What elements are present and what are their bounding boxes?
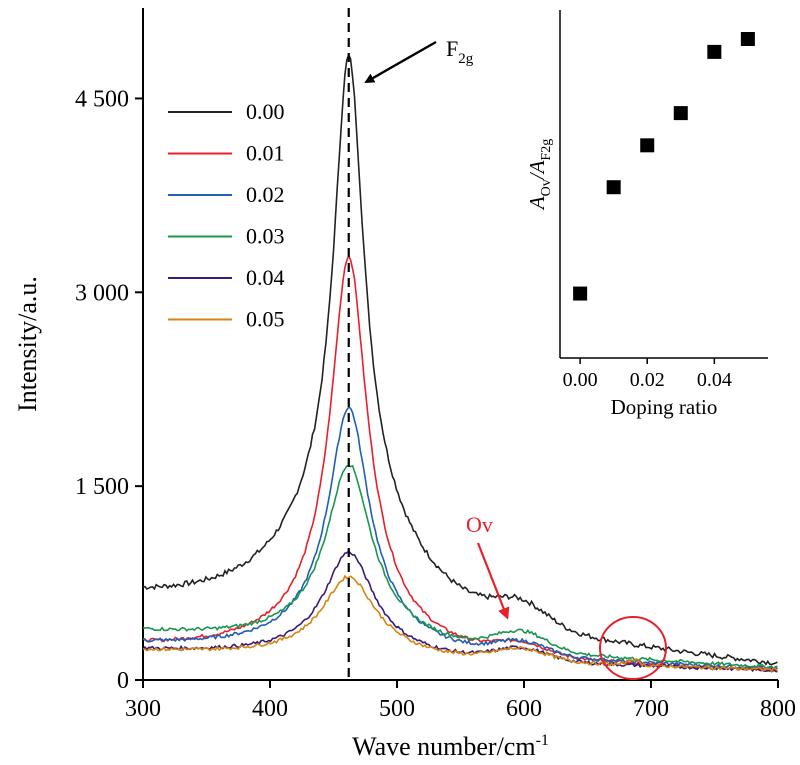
y-tick-label: 3 000 [75,280,129,306]
x-tick-label: 400 [252,696,288,722]
inset-x-tick-label: 0.00 [563,369,598,391]
inset-chart: 0.00 0.02 0.04 Doping ratio AOv/AF2g [525,6,782,419]
inset-point-1 [606,180,621,195]
inset-point-4 [707,44,722,59]
x-tick-label: 300 [125,696,161,722]
inset-y-title-sub1: Ov [539,179,554,196]
series-line-0.00 [142,52,778,666]
legend-label-0.02: 0.02 [246,182,285,207]
inset-y-title-a1: A [525,196,549,211]
inset-y-title-sub2: F2g [539,139,554,161]
y-tick-label: 0 [117,668,129,694]
series-line-0.03 [142,464,778,670]
series-line-0.05 [142,574,778,673]
y-tick-label: 1 500 [75,474,129,500]
f2g-arrow [364,40,437,84]
legend-label-0.03: 0.03 [246,224,285,249]
x-axis-title-sup: -1 [536,732,549,749]
legend-label-0.00: 0.00 [246,99,285,124]
series-line-0.02 [142,406,778,671]
x-tick-label: 600 [506,696,542,722]
legend-label-0.05: 0.05 [246,307,285,332]
x-axis-title: Wave number/cm-1 [352,732,549,761]
y-axis-title: Intensity/a.u. [13,276,42,412]
inset-x-tick-label: 0.04 [697,369,732,391]
inset-y-title-a2: /A [525,160,549,180]
inset-point-2 [640,138,655,153]
inset-background [556,6,782,362]
x-tick-label: 800 [760,696,796,722]
legend-label-0.04: 0.04 [246,265,285,290]
inset-point-0 [573,286,588,301]
f2g-label-sub: 2g [458,51,474,67]
inset-point-5 [740,32,755,46]
main-series [142,52,778,673]
legend: 0.00 0.01 0.02 0.03 0.04 0.05 [168,99,285,332]
y-tick-label: 4 500 [75,86,129,112]
f2g-label: F2g [446,36,474,67]
inset-x-title: Doping ratio [611,395,718,419]
x-tick-label: 700 [633,696,669,722]
ov-arrow [476,542,510,620]
legend-label-0.01: 0.01 [246,141,285,166]
main-axes: 300 400 500 600 700 800 0 1 500 3 000 4 500 Wave n… [13,8,796,761]
x-tick-label: 500 [379,696,415,722]
highlight-circle [599,616,667,680]
inset-y-title: AOv/AF2g [525,139,554,211]
inset-point-3 [673,106,688,121]
ov-label: Ov [466,512,493,537]
inset-x-tick-label: 0.02 [630,369,665,391]
